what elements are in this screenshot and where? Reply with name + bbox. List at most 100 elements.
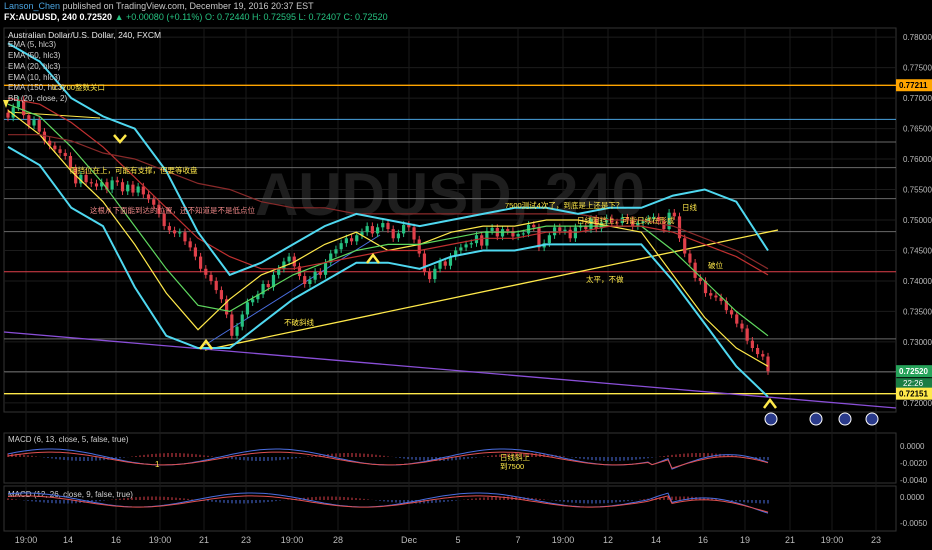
macd1-signal-line	[7, 451, 769, 469]
time-tick-label: 19:00	[149, 535, 172, 545]
candle-body	[412, 227, 416, 240]
candle-body	[100, 182, 104, 187]
candle-body	[469, 243, 473, 245]
event-flag-icon	[809, 412, 823, 426]
candle-body	[579, 226, 583, 228]
candle-body	[6, 112, 10, 118]
candle-body	[386, 223, 390, 230]
candle-body	[32, 120, 36, 126]
candle-body	[193, 247, 197, 257]
time-tick-label: 23	[241, 535, 251, 545]
candle-body	[277, 268, 281, 275]
candle-body	[365, 226, 369, 233]
symbol-label[interactable]: FX:AUDUSD, 240	[4, 12, 78, 22]
annotation-a11: 到7500	[500, 462, 524, 471]
candle-body	[89, 182, 93, 184]
candle-body	[433, 268, 437, 280]
candle-body	[240, 314, 244, 327]
current-price-label: 0.72520	[899, 367, 928, 376]
main-pane-title: Australian Dollar/U.S. Dollar, 240, FXCM	[8, 30, 161, 40]
macd1-tick-label: 0.0000	[900, 442, 925, 451]
candle-body	[245, 302, 250, 315]
candle-body	[271, 274, 276, 288]
candle-body	[297, 266, 302, 277]
candle-body	[126, 184, 130, 192]
candle-body	[709, 293, 713, 296]
candle-body	[651, 216, 656, 219]
candle-body	[266, 284, 270, 288]
candle-body	[282, 261, 286, 269]
time-tick-label: 28	[333, 535, 343, 545]
candle-body	[683, 238, 687, 254]
annotation-a3: 这根从下面能到达的位置，还不知道是不是低点位	[90, 205, 255, 215]
candle-body	[261, 284, 265, 295]
price-change: +0.00080 (+0.11%)	[126, 12, 203, 22]
candle-body	[355, 235, 359, 242]
candle-body	[693, 262, 697, 278]
up-chevron-icon	[366, 252, 380, 264]
macd2-tick-label: -0.0050	[900, 519, 928, 528]
candle-body	[490, 227, 494, 231]
time-tick-label: 14	[651, 535, 661, 545]
candle-body	[27, 115, 31, 126]
price-tick-label: 0.75500	[903, 186, 932, 195]
candle-body	[136, 186, 140, 193]
price-tick-label: 0.73000	[903, 338, 932, 347]
time-tick-label: 7	[515, 535, 520, 545]
author-link[interactable]: Lanson_Chen	[4, 1, 61, 11]
candle-body	[589, 218, 593, 230]
candle-body	[605, 218, 609, 223]
candle-body	[48, 140, 52, 146]
candle-body	[16, 99, 21, 108]
event-flag-icon	[865, 412, 879, 426]
publish-line: Lanson_Chen published on TradingView.com…	[4, 1, 314, 12]
candle-body	[22, 99, 26, 116]
macd2-tick-label: 0.0000	[900, 493, 925, 502]
down-chevron-icon	[113, 134, 127, 144]
indicator-legend-item: EMA (50, hlc3)	[8, 51, 61, 60]
candle-body	[745, 328, 749, 341]
ema-150-line	[8, 134, 769, 270]
candle-body	[698, 277, 702, 281]
candle-body	[172, 230, 177, 234]
candle-body	[308, 279, 312, 284]
countdown-label: 22:26	[903, 379, 924, 388]
price-tick-label: 0.74500	[903, 246, 932, 255]
level-top-price-label: 0.77211	[899, 81, 928, 90]
candle-body	[303, 276, 307, 284]
macd2-pane-frame	[3, 485, 897, 532]
candle-body	[750, 340, 754, 348]
rising-trendline	[204, 229, 779, 351]
candle-body	[58, 149, 62, 153]
time-tick-label: 19:00	[15, 535, 38, 545]
candle-body	[688, 253, 692, 263]
macd1-tick-label: -0.0020	[900, 459, 928, 468]
candle-body	[360, 232, 364, 236]
annotation-a2: 阻挡位在上，可能有支撑，但要等收盘	[70, 165, 198, 175]
bb-upper-line	[7, 42, 769, 277]
candle-body	[547, 235, 551, 244]
time-tick-label: 23	[871, 535, 881, 545]
candle-body	[370, 226, 374, 234]
candle-body	[625, 217, 630, 220]
candle-body	[84, 174, 88, 183]
current-price-label-bg	[896, 365, 932, 378]
symbol-watermark: AUDUSD, 240	[255, 161, 645, 228]
time-tick-label: 16	[111, 535, 121, 545]
annotation-a9: 日线	[682, 202, 697, 212]
candle-body	[152, 199, 156, 205]
candle-body	[667, 212, 671, 230]
annotation-a12: 1	[155, 460, 160, 469]
indicator-legend-item: EMA (5, hlc3)	[8, 40, 56, 49]
falling-trendline	[3, 331, 897, 409]
time-tick-label: 21	[199, 535, 209, 545]
candle-body	[204, 268, 208, 275]
candle-body	[506, 229, 510, 231]
candle-body	[662, 221, 666, 230]
annotation-a5: 日线阻挡上，可能日线在形成	[577, 215, 675, 225]
price-tick-label: 0.76500	[903, 125, 932, 134]
indicator-legend-item: EMA (10, hlc3)	[8, 73, 61, 82]
annotation-a7: 破位	[708, 260, 723, 270]
candle-body	[214, 280, 218, 291]
